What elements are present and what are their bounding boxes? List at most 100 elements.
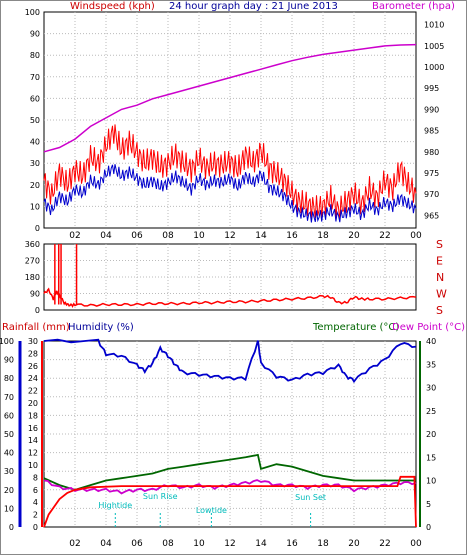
climate-xtick-label: 00 [410,539,422,549]
wind-direction-line [43,287,417,308]
climate-xtick-label: 10 [193,539,205,549]
rain-ytick-label: 20 [28,399,38,408]
barometer-ytick-label: 965 [424,211,439,220]
rain-ytick-label: 30 [28,337,38,346]
wind-xtick-label: 06 [131,231,143,241]
rain-ytick-label: 12 [28,449,38,458]
wind-xtick-label: 00 [410,231,422,241]
dewpoint-axis-label: Dew Point (°C) [392,322,465,333]
rain-ytick-label: 24 [28,374,38,383]
humidity-ytick-label: 100 [0,337,14,346]
wind-xtick-label: 16 [286,231,298,241]
barometer-ytick-label: 970 [424,190,439,199]
barometer-ytick-label: 1005 [424,42,444,51]
barometer-ytick-label: 1000 [424,63,444,72]
temperature-ytick-label: 15 [426,453,436,462]
temperature-ytick-label: 35 [426,360,436,369]
temperature-axis-label: Temperature (°C) [312,322,399,333]
direction-ytick-label: 360 [25,240,40,249]
temperature-ytick-label: 0 [426,523,431,532]
rain-ytick-label: 14 [28,436,38,445]
climate-xtick-label: 18 [317,539,329,549]
direction-ytick-label: 270 [25,257,40,266]
compass-label: E [436,255,443,268]
humidity-ytick-label: 70 [4,393,14,402]
rain-ytick-label: 0 [33,523,38,532]
wind-ytick-label: 0 [35,224,40,233]
rain-humidity-temp-panel: 0102030405060708090100024681012141618202… [0,337,436,549]
dewpoint-line [43,479,417,495]
humidity-axis-label: Humidity (%) [68,322,134,333]
wind-xtick-label: 02 [69,231,80,241]
wind-xtick-label: 12 [224,231,235,241]
wind-ytick-label: 40 [30,138,40,147]
barometer-ytick-label: 985 [424,127,439,136]
humidity-ytick-label: 90 [4,356,14,365]
humidity-ytick-label: 30 [4,467,14,476]
direction-ytick-label: 0 [35,306,40,315]
direction-ytick-label: 90 [30,290,40,299]
rain-ytick-label: 16 [28,424,38,433]
wind-ytick-label: 60 [30,94,40,103]
rain-ytick-label: 8 [33,473,38,482]
compass-label: N [436,271,444,284]
temperature-ytick-label: 40 [426,337,436,346]
direction-ytick-label: 180 [25,273,40,282]
climate-xtick-label: 12 [224,539,235,549]
rain-ytick-label: 28 [28,349,38,358]
wind-average-line [43,164,417,223]
barometer-ytick-label: 995 [424,84,439,93]
barometer-ytick-label: 975 [424,169,439,178]
temperature-ytick-label: 20 [426,430,436,439]
wind-ytick-label: 80 [30,51,40,60]
barometer-ytick-label: 990 [424,105,439,114]
rain-ytick-label: 18 [28,411,38,420]
rain-ytick-label: 4 [33,498,38,507]
temperature-ytick-label: 5 [426,500,431,509]
wind-xtick-label: 14 [255,231,267,241]
annotation-label: Hightide [98,501,132,510]
humidity-ytick-label: 80 [4,374,14,383]
wind-ytick-label: 30 [30,159,40,168]
humidity-ytick-label: 0 [9,523,14,532]
temperature-ytick-label: 10 [426,477,436,486]
wind-ytick-label: 90 [30,30,40,39]
humidity-ytick-label: 60 [4,411,14,420]
wind-barometer-panel: 0 10 20 30 40 50 60 70 80 90 100 965 970 975 980 985 990… [25,8,445,241]
rainfall-line [43,475,417,528]
wind-xtick-label: 04 [100,231,112,241]
wind-xtick-label: 10 [193,231,205,241]
wind-ytick-label: 50 [30,116,40,125]
climate-xtick-label: 02 [69,539,80,549]
temperature-ytick-label: 30 [426,384,436,393]
wind-ytick-label: 10 [30,202,40,211]
barometer-axis-label: Barometer (hpa) [372,1,455,12]
wind-xtick-label: 18 [317,231,329,241]
climate-xtick-label: 04 [100,539,112,549]
temperature-line [43,453,416,491]
wind-xtick-label: 20 [348,231,360,241]
rainfall-axis-label: Rainfall (mm) [2,322,70,333]
wind-gust-line [43,124,417,221]
compass-label: W [436,288,447,301]
annotation-label: Sun Rise [143,492,178,501]
humidity-ytick-label: 10 [4,504,14,513]
annotation-label: Sun Set [295,493,326,502]
chart-title: 24 hour graph day : 21 June 2013 [169,1,338,12]
wind-xtick-label: 08 [162,231,174,241]
wind-ytick-label: 20 [30,181,40,190]
climate-xtick-label: 22 [379,539,390,549]
wind-ytick-label: 100 [25,8,40,17]
compass-label: S [436,238,443,251]
barometer-ytick-label: 1010 [424,21,444,30]
compass-label: S [436,304,443,317]
wind-xtick-label: 22 [379,231,390,241]
humidity-line [43,338,417,384]
climate-xtick-label: 08 [162,539,174,549]
barometer-ytick-label: 980 [424,148,439,157]
annotation-label: Lowtide [196,506,227,515]
humidity-ytick-label: 50 [4,430,14,439]
humidity-ytick-label: 40 [4,449,14,458]
climate-xtick-label: 16 [286,539,298,549]
